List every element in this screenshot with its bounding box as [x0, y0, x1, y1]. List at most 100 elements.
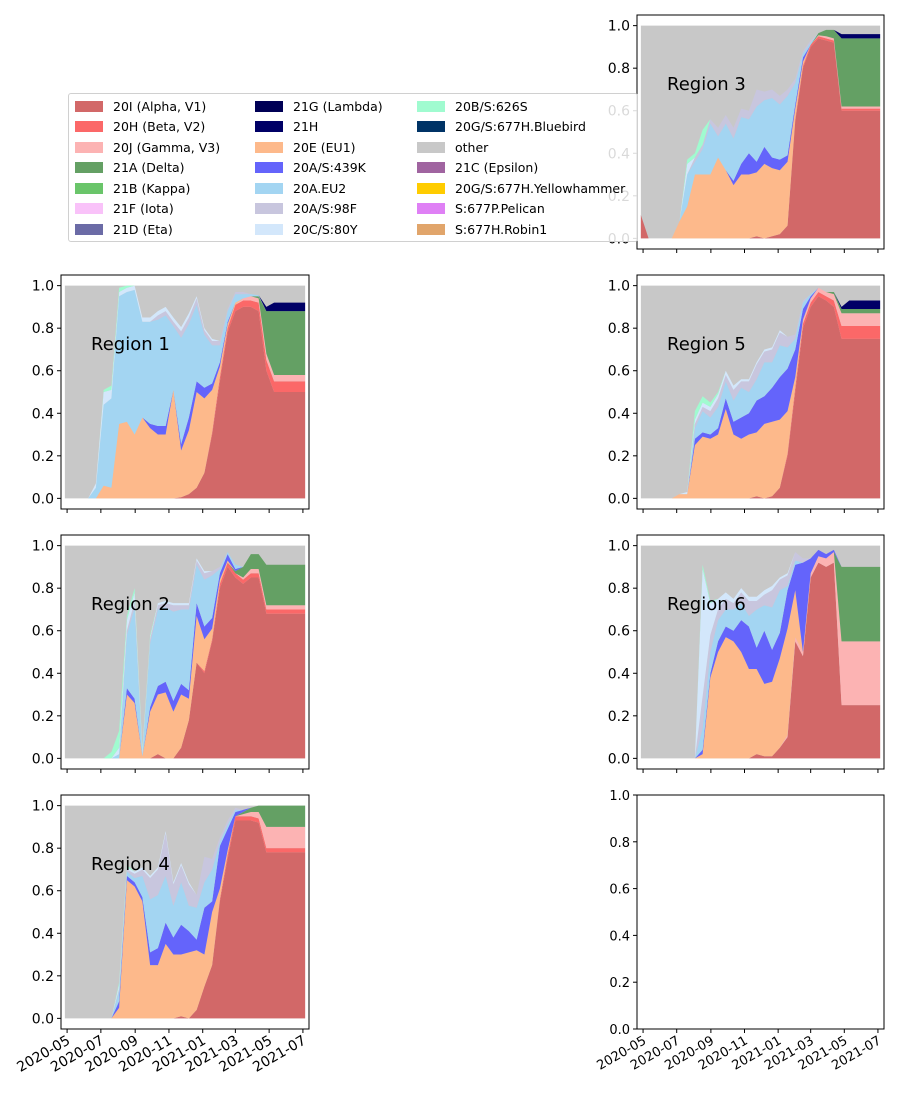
y-tick-label: 0.0 [32, 1011, 54, 1027]
legend-swatch [75, 223, 103, 235]
panel-r4 [64, 805, 306, 1019]
area-20c-s-80y [640, 549, 881, 759]
legend-item: 21D (Eta) [75, 220, 173, 238]
legend-item: 21B (Kappa) [75, 179, 190, 197]
legend-swatch [417, 223, 445, 235]
panel-r6-axes: 0.0 0.2 0.4 0.6 0.8 1.0 [608, 534, 885, 773]
legend-swatch [417, 182, 445, 194]
area-21a-delta [64, 805, 306, 1019]
y-tick-label: 0.6 [32, 364, 54, 380]
area-20e-eu1 [64, 554, 306, 759]
legend-label: 20B/S:626S [455, 98, 528, 114]
area-21h [64, 285, 306, 499]
legend-swatch [75, 182, 103, 194]
area-20e-eu1 [64, 296, 306, 499]
legend: 20I (Alpha, V1) 20H (Beta, V2) 20J (Gamma,… [68, 93, 638, 242]
legend-swatch [417, 121, 445, 132]
legend-item: 21G (Lambda) [255, 97, 383, 115]
region-label: Region 1 [91, 334, 170, 355]
legend-item: 20G/S:677H.Bluebird [417, 118, 586, 136]
legend-label: 20G/S:677H.Yellowhammer [455, 180, 626, 196]
legend-swatch [255, 162, 283, 173]
area-20e-eu1 [640, 29, 881, 239]
area-20i-alpha-v1 [64, 566, 306, 759]
legend-label: 20H (Beta, V2) [113, 119, 206, 134]
y-tick-label: 0.2 [32, 969, 54, 985]
legend-label: 21H [293, 119, 319, 134]
y-tick-label: 0.0 [32, 751, 54, 767]
legend-label: 20G/S:677H.Bluebird [455, 119, 586, 134]
legend-label: 21F (Iota) [113, 201, 174, 216]
panel-r5-frame [636, 274, 885, 510]
y-tick-label: 1.0 [608, 539, 630, 555]
empty-panel-frame [636, 794, 885, 1030]
legend-swatch [255, 182, 283, 194]
y-tick-label: 0.2 [608, 449, 630, 465]
y-tick-label: 0.0 [608, 491, 630, 507]
y-tick-label: 0.8 [32, 581, 54, 597]
legend-item: 20A.EU2 [255, 179, 346, 197]
region-label: Region 4 [91, 854, 170, 875]
legend-item: 20H (Beta, V2) [75, 118, 205, 136]
y-tick-label: 0.6 [608, 624, 630, 640]
area-20a-eu2 [640, 29, 881, 239]
y-tick-label: 0.4 [609, 929, 630, 944]
y-tick-label: 0.6 [32, 884, 54, 900]
legend-item: 21H [255, 118, 318, 136]
legend-swatch [417, 100, 445, 112]
legend-swatch [417, 162, 445, 173]
area-21a-delta [640, 552, 881, 759]
legend-item: 21C (Epsilon) [417, 159, 538, 177]
legend-label: 20A/S:98F [293, 201, 357, 216]
legend-swatch [255, 141, 283, 153]
legend-label: other [455, 139, 489, 155]
panel-r2 [64, 545, 306, 759]
y-tick-label: 0.8 [32, 321, 54, 337]
legend-item: 20G/S:677H.Yellowhammer [417, 179, 625, 197]
y-tick-label: 1.0 [609, 789, 630, 804]
area-20e-eu1 [640, 552, 881, 759]
area-20i-alpha-v1 [640, 562, 881, 759]
y-tick-label: 0.8 [609, 836, 630, 851]
y-tick-label: 0.0 [608, 751, 630, 767]
legend-swatch [255, 203, 283, 214]
y-tick-label: 0.2 [32, 449, 54, 465]
panel-r6-frame [636, 534, 885, 770]
area-21a-delta [64, 296, 306, 499]
panel-r3 [640, 25, 881, 239]
area-20j-gamma-v3 [64, 812, 306, 1019]
area-20e-eu1 [640, 287, 881, 499]
legend-swatch [255, 121, 283, 132]
region-label: Region 2 [91, 594, 170, 615]
y-tick-label: 0.4 [32, 666, 54, 682]
legend-item: 20C/S:80Y [255, 220, 358, 238]
y-tick-label: 0.2 [609, 976, 630, 991]
region-label: Region 3 [667, 74, 746, 95]
y-tick-label: 1.0 [32, 799, 54, 815]
legend-item: 21F (Iota) [75, 200, 174, 218]
y-tick-label: 0.8 [608, 321, 630, 337]
y-tick-label: 1.0 [32, 279, 54, 295]
panel-r2-frame [60, 534, 310, 770]
area-21h [640, 287, 881, 499]
panel-r6 [640, 545, 881, 759]
area-20i-alpha-v1 [64, 306, 306, 499]
legend-label: 20A/S:439K [293, 160, 366, 175]
y-tick-label: 1.0 [608, 279, 630, 295]
legend-item: 20J (Gamma, V3) [75, 138, 220, 156]
y-tick-label: 0.0 [32, 491, 54, 507]
panel-r1 [64, 285, 306, 499]
y-tick-label: 1.0 [608, 19, 630, 35]
legend-swatch [75, 100, 103, 112]
legend-item: 20E (EU1) [255, 138, 356, 156]
legend-item: S:677P.Pelican [417, 200, 545, 218]
panel-r1-frame [60, 274, 310, 510]
area-20a-eu2 [64, 289, 306, 499]
panel-r2-axes: 0.0 0.2 0.4 0.6 0.8 1.0 [32, 534, 310, 773]
panel-r4-frame [60, 794, 310, 1030]
y-tick-label: 0.8 [608, 61, 630, 77]
legend-swatch [75, 121, 103, 132]
area-21a-delta [64, 554, 306, 759]
area-20a-eu2 [64, 805, 306, 1019]
